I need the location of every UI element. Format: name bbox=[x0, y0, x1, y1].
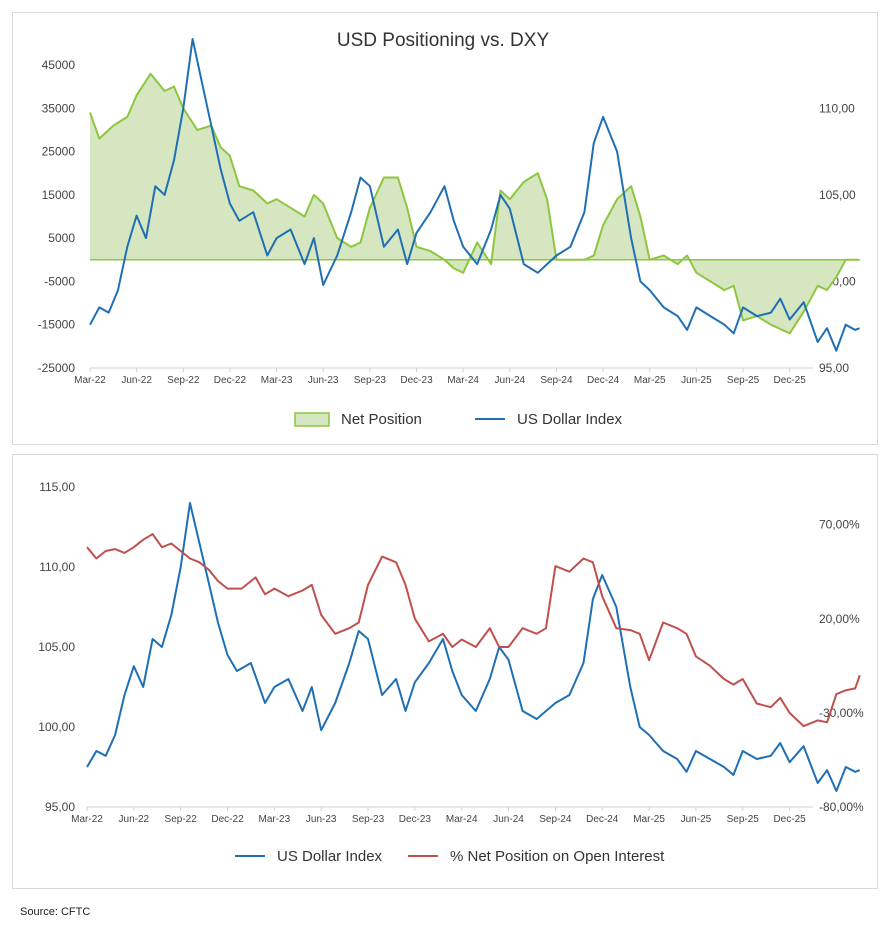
bot-x-tick-label: Mar-25 bbox=[633, 814, 665, 825]
top-y-left-tick-label: 5000 bbox=[48, 231, 75, 245]
bot-y-right-tick-label: 20,00% bbox=[819, 612, 860, 626]
top-x-tick-label: Jun-25 bbox=[681, 375, 712, 386]
top-y-right-tick-label: 95,00 bbox=[819, 361, 849, 375]
top-x-tick-label: Jun-23 bbox=[308, 375, 339, 386]
bot-x-tick-label: Dec-23 bbox=[399, 814, 432, 825]
top-title: USD Positioning vs. DXY bbox=[337, 30, 550, 51]
bot-y-left-tick-label: 100,00 bbox=[38, 720, 75, 734]
top-y-left-tick-label: -25000 bbox=[38, 361, 76, 375]
bot-x-tick-label: Mar-22 bbox=[71, 814, 103, 825]
top-x-tick-label: Dec-23 bbox=[400, 375, 433, 386]
top-y-left-tick-label: 15000 bbox=[42, 188, 76, 202]
bot-y-left-tick-label: 95,00 bbox=[45, 800, 75, 814]
percent-oi-chart: Mar-22 Jun-22 Sep-22 Dec-22 Mar-23 Jun-23 Sep-… bbox=[38, 480, 864, 865]
bot-y-left-tick-label: 105,00 bbox=[38, 640, 75, 654]
top-y-right-tick-label: 105,00 bbox=[819, 188, 856, 202]
positioning-chart: USD Positioning vs. DXY Mar-22 Jun-22 Sep-2… bbox=[38, 30, 860, 428]
chart-panel-positioning: USD Positioning vs. DXY Mar-22 Jun-22 Sep-2… bbox=[12, 12, 878, 445]
top-x-tick-label: Sep-24 bbox=[540, 375, 573, 386]
top-y-left-tick-label: 45000 bbox=[42, 58, 76, 72]
bot-x-tick-label: Mar-24 bbox=[446, 814, 478, 825]
top-x-tick-label: Mar-24 bbox=[447, 375, 479, 386]
bot-x-tick-label: Jun-25 bbox=[681, 814, 712, 825]
bot-y-right-tick-label: 70,00% bbox=[819, 518, 860, 532]
top-x-tick-label: Dec-25 bbox=[774, 375, 807, 386]
top-x-tick-label: Mar-25 bbox=[634, 375, 666, 386]
top-net-position-line bbox=[89, 72, 860, 335]
bot-x-tick-label: Sep-24 bbox=[539, 814, 572, 825]
bot-y-right-tick-label: -30,00% bbox=[819, 706, 864, 720]
top-x-tick-label: Sep-22 bbox=[167, 375, 200, 386]
bot-x-tick-label: Sep-23 bbox=[352, 814, 385, 825]
bot-legend-label: % Net Position on Open Interest bbox=[450, 848, 665, 865]
top-x-tick-label: Jun-22 bbox=[121, 375, 152, 386]
top-x-tick-label: Dec-22 bbox=[214, 375, 247, 386]
top-x-tick-label: Sep-23 bbox=[354, 375, 387, 386]
bot-x-tick-label: Jun-23 bbox=[306, 814, 337, 825]
top-series-1-line bbox=[89, 38, 860, 352]
bot-x-tick-label: Sep-22 bbox=[165, 814, 198, 825]
top-x-tick-label: Mar-22 bbox=[74, 375, 106, 386]
top-x-tick-label: Mar-23 bbox=[261, 375, 293, 386]
bot-x-tick-label: Dec-24 bbox=[586, 814, 619, 825]
top-y-left-tick-label: 35000 bbox=[42, 101, 76, 115]
bot-x-tick-label: Jun-22 bbox=[119, 814, 150, 825]
top-x-tick-label: Jun-24 bbox=[495, 375, 526, 386]
top-y-left-tick-label: 25000 bbox=[42, 145, 76, 159]
bot-y-right-tick-label: -80,00% bbox=[819, 800, 864, 814]
top-legend-label: Net Position bbox=[341, 411, 422, 428]
top-net-position-area bbox=[90, 73, 860, 334]
top-x-tick-label: Dec-24 bbox=[587, 375, 620, 386]
bot-x-tick-label: Dec-25 bbox=[773, 814, 806, 825]
top-legend-swatch-area bbox=[294, 412, 330, 427]
top-legend-label: US Dollar Index bbox=[517, 411, 623, 428]
bot-x-tick-label: Dec-22 bbox=[211, 814, 244, 825]
bot-y-left-tick-label: 115,00 bbox=[39, 480, 75, 494]
top-y-right-tick-label: 110,00 bbox=[819, 101, 855, 115]
source-note: Source: CFTC bbox=[20, 906, 91, 918]
bot-series-0-line bbox=[86, 502, 861, 792]
bot-legend-label: US Dollar Index bbox=[277, 848, 383, 865]
bot-x-tick-label: Mar-23 bbox=[259, 814, 291, 825]
top-y-left-tick-label: -15000 bbox=[38, 318, 76, 332]
top-y-left-tick-label: -5000 bbox=[44, 274, 75, 288]
bot-y-left-tick-label: 110,00 bbox=[39, 560, 75, 574]
bot-x-tick-label: Jun-24 bbox=[493, 814, 524, 825]
bot-series-1-line bbox=[86, 533, 861, 728]
bot-x-tick-label: Sep-25 bbox=[727, 814, 760, 825]
chart-panel-percent-oi: Mar-22 Jun-22 Sep-22 Dec-22 Mar-23 Jun-23 Sep-… bbox=[12, 454, 878, 889]
top-x-tick-label: Sep-25 bbox=[727, 375, 760, 386]
